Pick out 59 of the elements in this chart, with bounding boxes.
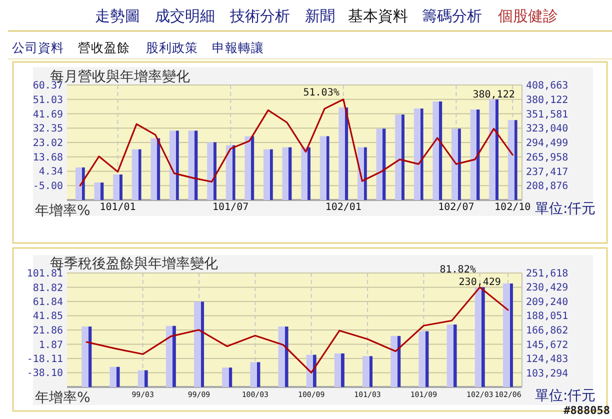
y-tick-label: 32.35 [32, 124, 63, 135]
x-tick-label: 102/01 [325, 202, 362, 213]
y-tick-label: 101.81 [26, 268, 63, 280]
y-tick-label: 81.82 [32, 282, 63, 294]
text: 個股健診 [498, 7, 558, 25]
text: 走勢圖 [95, 7, 140, 25]
text: 股利政策 [146, 40, 198, 55]
x-tick-label: 102/10 [494, 202, 531, 213]
text: 公司資料 [12, 40, 64, 55]
x-tick-label: 101/07 [212, 202, 249, 213]
y2-tick-label: 230,429 [526, 282, 568, 294]
y2-tick-label: 188,051 [526, 311, 568, 322]
text: 技術分析 [229, 7, 290, 25]
x-tick-label: 102/07 [438, 202, 474, 213]
y-tick-label: 21.86 [32, 326, 63, 336]
y-tick-label: 23.02 [32, 138, 63, 149]
text: 成交明細 [155, 7, 215, 25]
y-tick-label: 61.84 [32, 296, 63, 308]
y2-axis-title: 單位:仟元 [535, 201, 596, 217]
y2-tick-label: 103,294 [526, 368, 568, 380]
text: #888058 [564, 404, 610, 417]
y2-tick-label: 124,483 [526, 354, 568, 365]
y2-tick-label: 237,417 [526, 166, 568, 178]
y2-tick-label: 380,122 [526, 94, 568, 106]
line-series [79, 98, 514, 186]
text: 申報轉讓 [212, 40, 264, 55]
y-tick-label: 60.37 [32, 80, 63, 92]
y-tick-label: 51.03 [32, 94, 63, 106]
y2-tick-label: 251,618 [526, 268, 568, 280]
x-tick-label: 101/01 [100, 202, 136, 213]
text: 籌碼分析 [422, 7, 482, 25]
data-label: 380,122 [472, 89, 515, 100]
y-axis-title: 年增率% [35, 390, 90, 406]
text: 基本資料 [348, 7, 408, 25]
y2-tick-label: 145,672 [526, 340, 568, 351]
y2-tick-label: 408,663 [526, 80, 568, 92]
y-tick-label: -18.11 [26, 354, 63, 365]
y2-tick-label: 294,499 [526, 138, 568, 149]
y2-tick-label: 208,876 [526, 181, 568, 192]
y-tick-label: 13.68 [32, 152, 63, 164]
data-label: 230,429 [458, 277, 501, 288]
text: 營收盈餘 [78, 40, 130, 55]
y2-tick-label: 209,240 [526, 297, 568, 308]
y2-tick-label: 166,862 [526, 326, 568, 336]
y2-tick-label: 351,581 [526, 109, 568, 120]
line-series [86, 286, 509, 374]
y-tick-label: 4.34 [38, 166, 63, 178]
y2-axis-title: 單位:仟元 [535, 388, 596, 404]
data-label: 51.03% [303, 87, 340, 98]
y-tick-label: 41.85 [32, 311, 63, 322]
y-tick-label: -5.00 [32, 181, 63, 192]
y-tick-label: -38.10 [26, 368, 63, 380]
y-tick-label: 1.87 [38, 340, 63, 351]
data-label: 81.82% [440, 264, 476, 276]
text: 新聞 [305, 7, 335, 25]
y-tick-label: 41.69 [32, 109, 63, 120]
y2-tick-label: 323,040 [526, 124, 568, 135]
y-axis-title: 年增率% [35, 203, 90, 219]
y2-tick-label: 265,958 [526, 152, 568, 164]
